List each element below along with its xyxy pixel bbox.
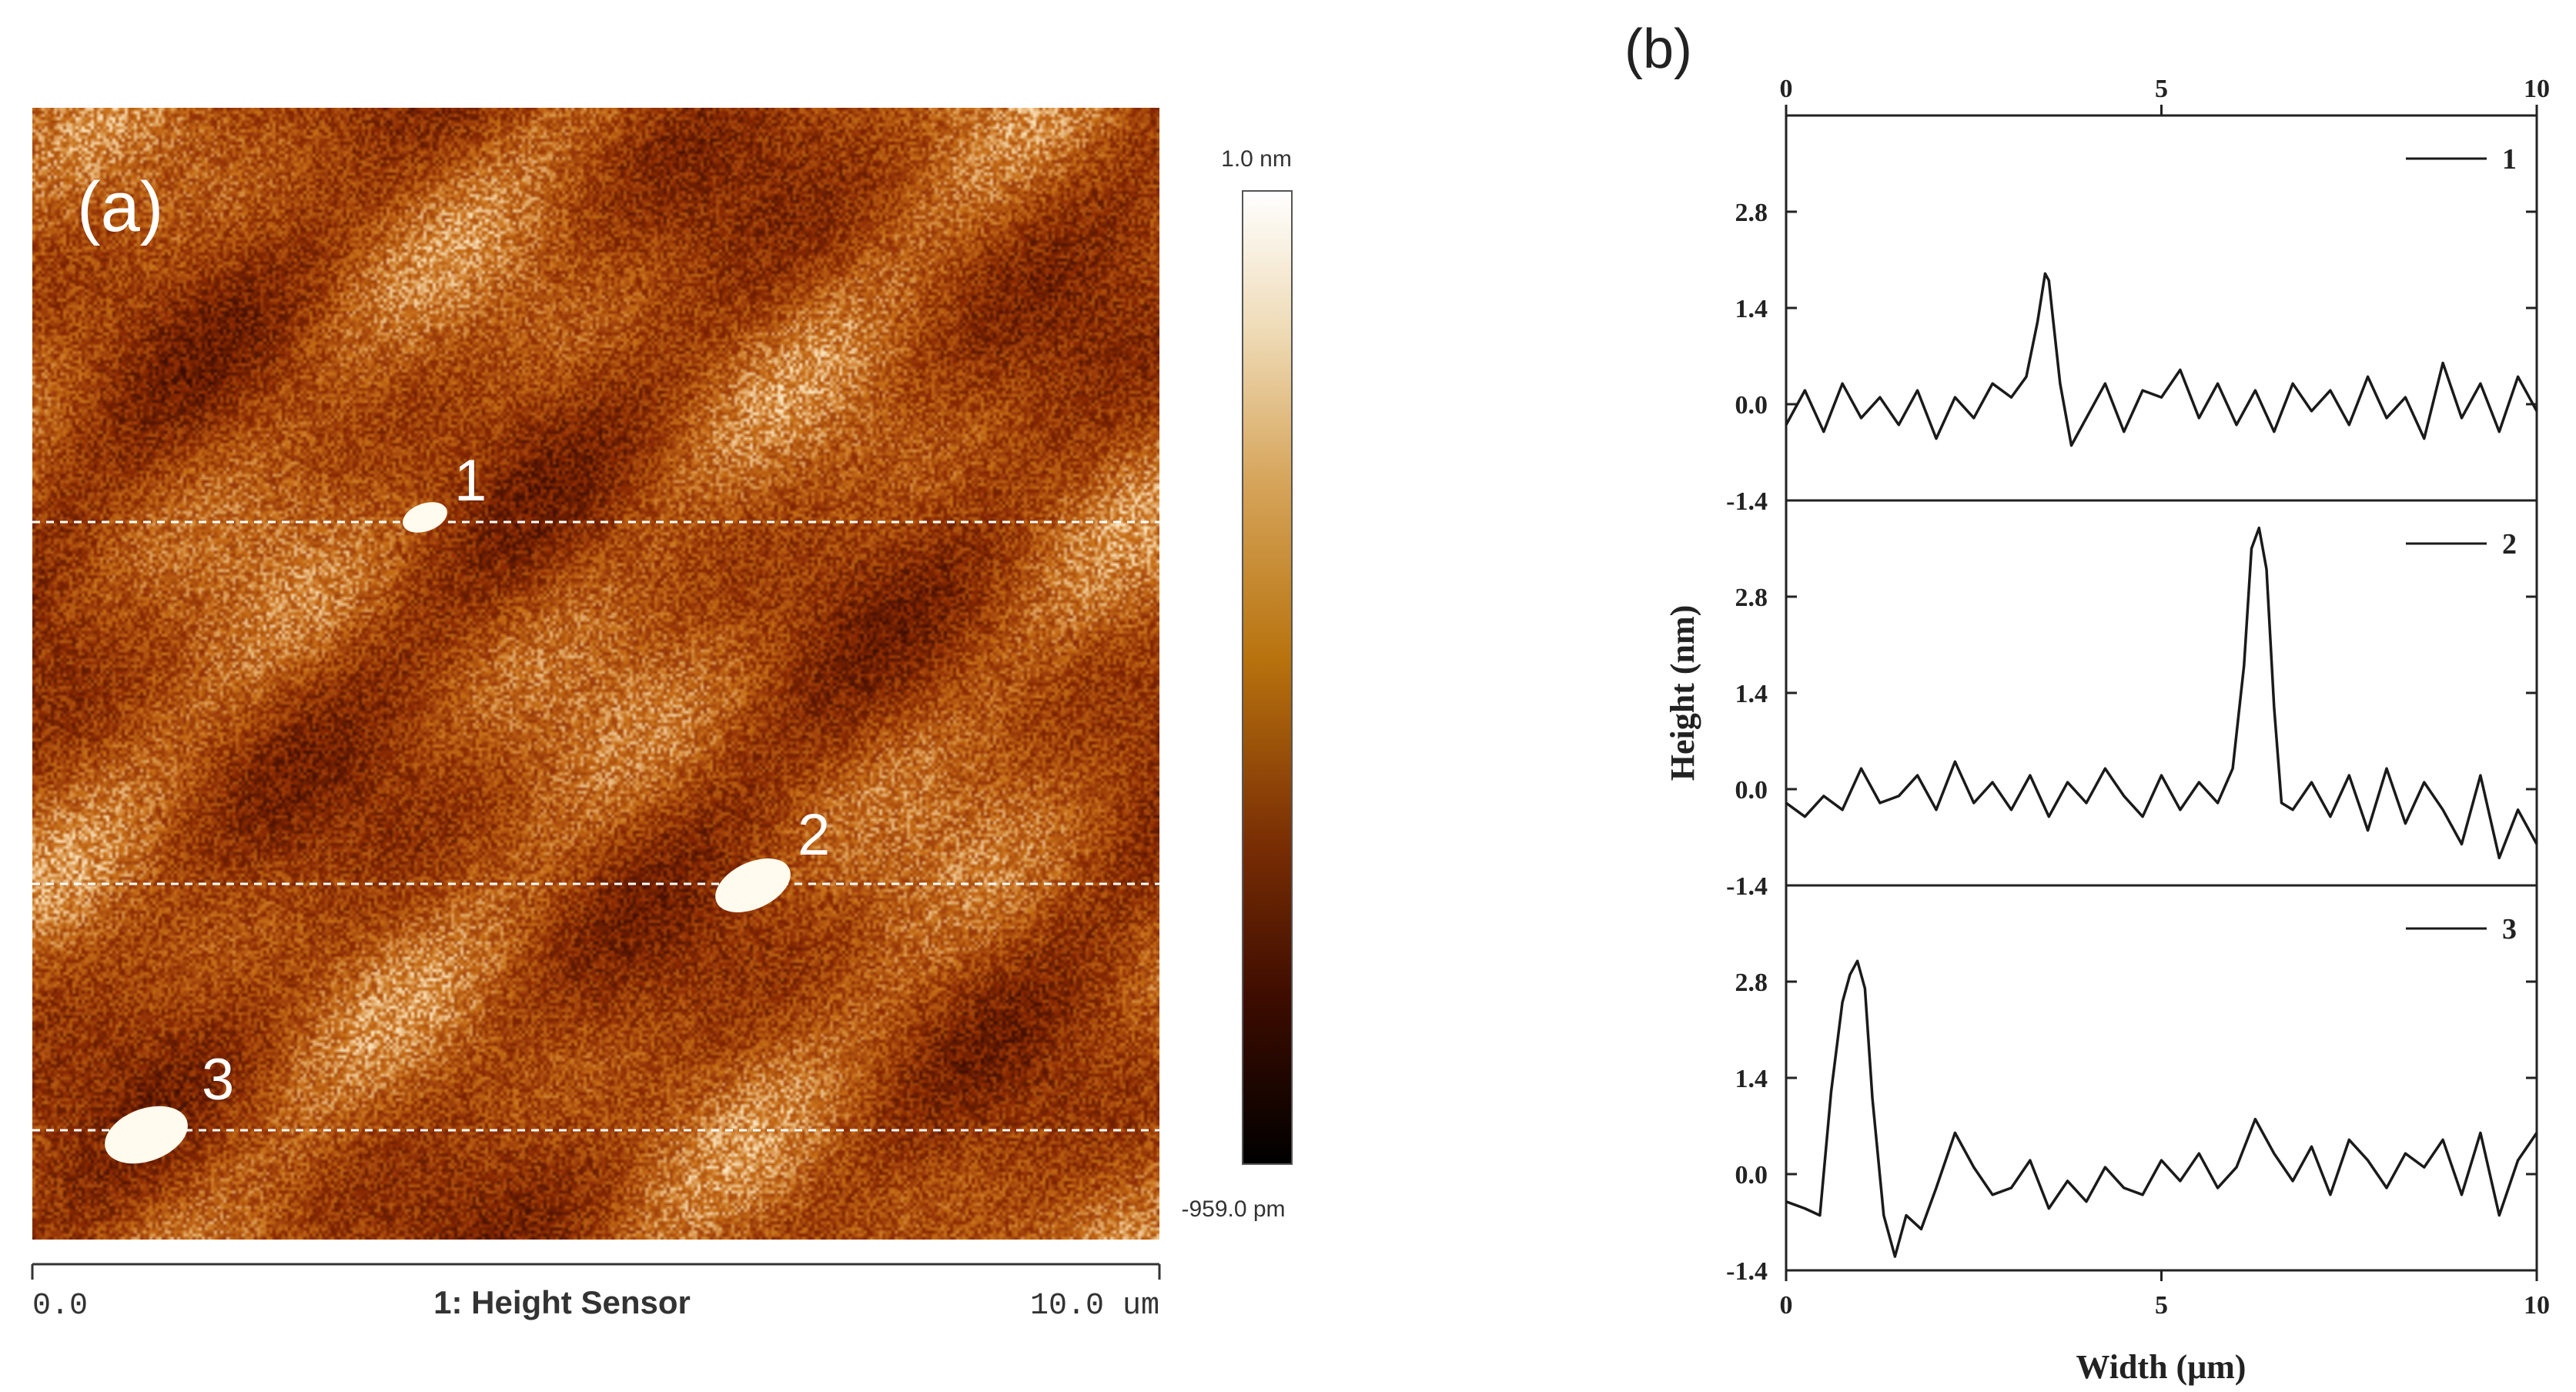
x-tick-label-top: 10 [2524, 75, 2550, 103]
scale-left-label: 0.0 [32, 1289, 88, 1323]
particle-3 [105, 1106, 188, 1164]
legend-label-3: 3 [2502, 913, 2517, 945]
y-tick-label: 1.4 [1735, 295, 1768, 323]
legend-label-1: 1 [2502, 143, 2517, 176]
subplot-3: -1.4 0.0 1.4 2.8 3 [1726, 913, 2538, 1286]
profile-line-1 [1785, 272, 2538, 447]
subplot-2: -1.4 0.0 1.4 2.8 2 [1726, 526, 2538, 901]
particle-1 [403, 502, 447, 533]
legend-label-2: 2 [2502, 528, 2517, 560]
y-tick-label: -1.4 [1726, 1257, 1768, 1286]
profile-line-3 [1785, 959, 2538, 1258]
y-tick-label: 0.0 [1735, 776, 1768, 805]
afm-height-image [32, 108, 1159, 1240]
panel-a-label: (a) [77, 168, 163, 246]
x-tick-label-top: 0 [1780, 75, 1793, 103]
subplot-1: -1.4 0.0 1.4 2.8 1 [1726, 143, 2538, 516]
profile-line-2 [1785, 526, 2538, 860]
panel-b-label: (b) [1624, 18, 1692, 80]
scale-title: 1: Height Sensor [433, 1284, 691, 1320]
y-tick-label: 0.0 [1735, 391, 1768, 420]
afm-texture [32, 108, 1159, 1240]
y-tick-label: 1.4 [1735, 680, 1768, 708]
particle-2 [715, 858, 791, 912]
y-tick-label: -1.4 [1726, 487, 1768, 516]
y-tick-label: 2.8 [1735, 199, 1768, 227]
subplots: -1.4 0.0 1.4 2.8 1 -1.4 0.0 1.4 2.8 2 -1.4 0.0 1.4 2.… [1726, 143, 2538, 1286]
x-ticks-top: 0 5 10 [1780, 75, 2550, 115]
x-tick-label-top: 5 [2155, 75, 2168, 103]
colorbar-min-label: -959.0 pm [1181, 1196, 1285, 1222]
panel-a: (a) 1 2 3 1.0 nm -959.0 pm 0.0 1: Height… [31, 108, 1293, 1323]
panel-b: (b) 0 5 10 0 5 10 -1.4 0.0 1.4 2.8 1 -1.4 0.0 1.4 2.… [1624, 18, 2550, 1386]
x-axis-label: Width (μm) [2076, 1348, 2246, 1386]
marker-label-3: 3 [202, 1047, 234, 1113]
y-tick-label: 2.8 [1735, 969, 1768, 997]
scale-right-label: 10.0 um [1030, 1289, 1159, 1323]
marker-label-2: 2 [798, 802, 830, 868]
colorbar-max-label: 1.0 nm [1221, 146, 1292, 172]
y-axis-label: Height (nm) [1664, 605, 1701, 781]
y-tick-label: 1.4 [1735, 1065, 1768, 1093]
x-tick-label-bottom: 5 [2155, 1291, 2168, 1320]
x-ticks-bottom: 0 5 10 [1780, 1270, 2550, 1320]
y-tick-label: 0.0 [1735, 1161, 1768, 1190]
y-tick-label: 2.8 [1735, 584, 1768, 612]
y-tick-label: -1.4 [1726, 872, 1768, 901]
x-tick-label-bottom: 10 [2524, 1291, 2550, 1320]
colorbar [1242, 190, 1293, 1165]
x-tick-label-bottom: 0 [1780, 1291, 1793, 1320]
plot-frame [1785, 114, 2538, 1272]
marker-label-1: 1 [454, 448, 487, 514]
